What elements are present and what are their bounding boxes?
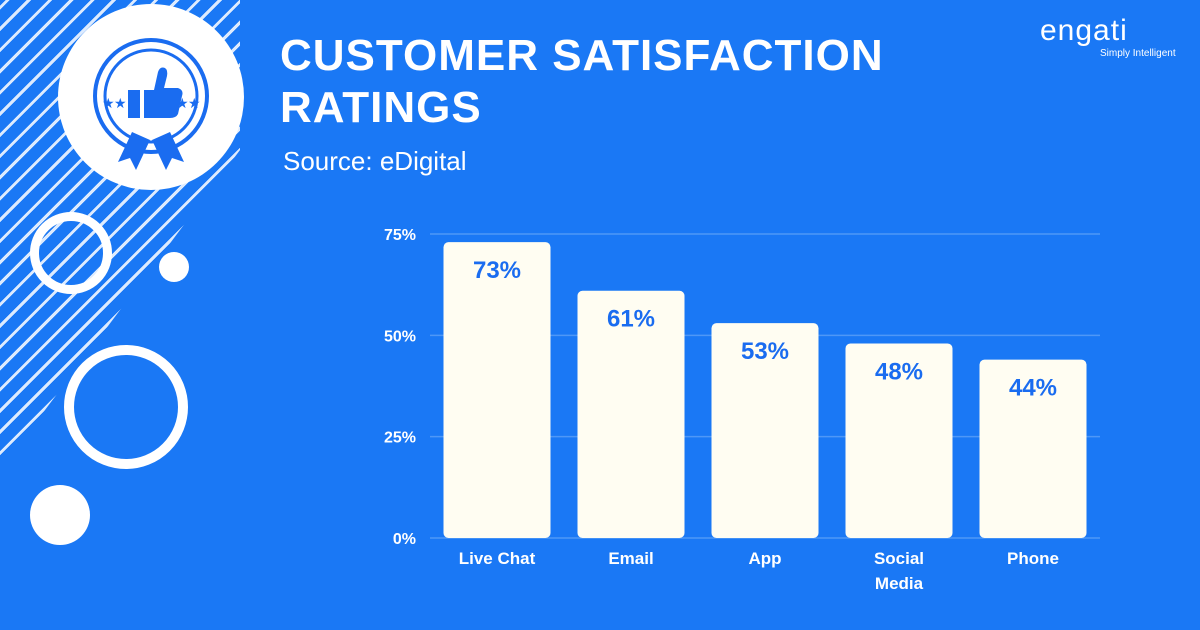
decorative-dot — [159, 252, 189, 282]
svg-text:★: ★ — [176, 95, 189, 111]
svg-text:★: ★ — [102, 95, 115, 111]
bar — [845, 343, 953, 538]
x-category-label: Social — [874, 549, 924, 568]
logo-wordmark: engati — [1040, 14, 1128, 47]
bar — [443, 242, 551, 538]
decorative-ring — [64, 345, 188, 469]
x-category-label: Email — [608, 549, 653, 568]
logo-tagline: Simply Intelligent — [1100, 48, 1176, 59]
chart-title: CUSTOMER SATISFACTION RATINGS — [280, 31, 884, 132]
y-tick-label: 0% — [393, 531, 416, 548]
x-category-label: App — [748, 549, 781, 568]
engati-logo: engati Simply Intelligent — [1040, 14, 1190, 62]
decorative-dot — [30, 485, 90, 545]
y-tick-label: 75% — [384, 227, 416, 244]
bar-value-label: 61% — [607, 306, 655, 333]
x-category-label: Phone — [1007, 549, 1059, 568]
chart-source: Source: eDigital — [283, 146, 467, 176]
bar-value-label: 73% — [473, 257, 521, 284]
bar-value-label: 48% — [875, 358, 923, 385]
bar-value-label: 53% — [741, 338, 789, 365]
bar-value-label: 44% — [1009, 375, 1057, 402]
bar — [711, 323, 819, 538]
bar — [979, 359, 1087, 538]
decorative-ring — [30, 212, 112, 294]
svg-text:★: ★ — [188, 95, 201, 111]
svg-text:★: ★ — [114, 95, 127, 111]
x-category-label: Media — [875, 574, 924, 593]
award-badge: ★ ★ ★ ★ — [58, 4, 244, 190]
y-tick-label: 50% — [384, 328, 416, 345]
bar-chart: 0% 25% 50% 75% 73% Live Chat 61% Email 53% App 48%… — [384, 227, 1100, 593]
bar — [577, 290, 685, 538]
thumbs-up-award-icon: ★ ★ ★ ★ — [93, 38, 209, 170]
x-category-label: Live Chat — [459, 549, 536, 568]
y-tick-label: 25% — [384, 430, 416, 447]
